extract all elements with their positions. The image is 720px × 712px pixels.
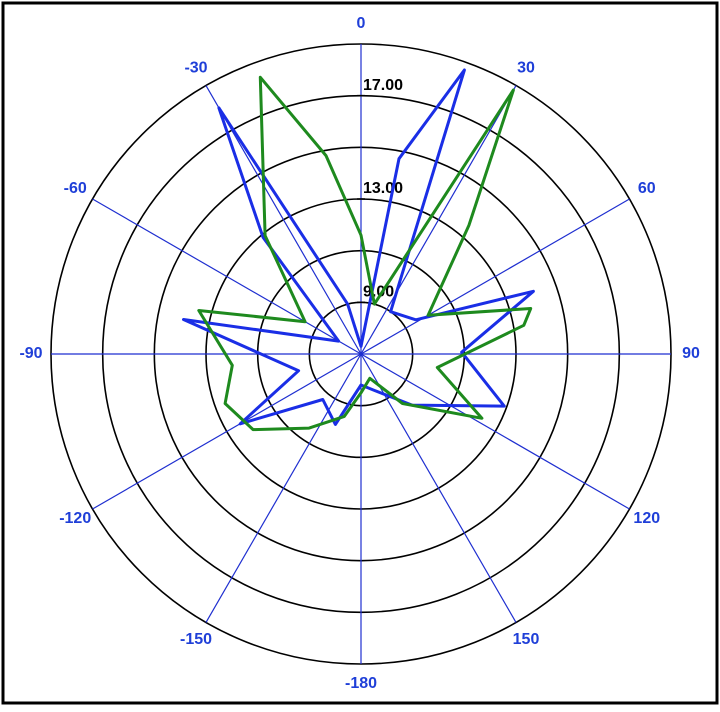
theta-tick-label: -120: [59, 510, 91, 527]
spoke: [92, 353, 362, 510]
spoke: [360, 353, 630, 510]
spoke: [360, 353, 517, 623]
theta-tick-label: 150: [513, 631, 540, 648]
r-tick-label: 13.00: [363, 180, 403, 197]
theta-tick-label: -150: [180, 631, 212, 648]
theta-tick-label: 60: [638, 180, 656, 197]
theta-tick-label: -180: [345, 675, 377, 692]
theta-tick-label: 30: [517, 59, 535, 76]
spoke: [205, 353, 362, 623]
theta-tick-label: -30: [184, 59, 207, 76]
theta-tick-label: 0: [357, 15, 366, 32]
series-line: [197, 75, 533, 432]
spoke: [360, 198, 630, 355]
theta-tick-label: 120: [633, 510, 660, 527]
theta-tick-label: 90: [682, 345, 700, 362]
r-tick-label: 17.00: [363, 77, 403, 94]
spoke: [360, 85, 517, 355]
spoke: [92, 198, 362, 355]
theta-tick-label: -90: [19, 345, 42, 362]
series-line: [182, 68, 535, 426]
theta-tick-label: -60: [64, 180, 87, 197]
